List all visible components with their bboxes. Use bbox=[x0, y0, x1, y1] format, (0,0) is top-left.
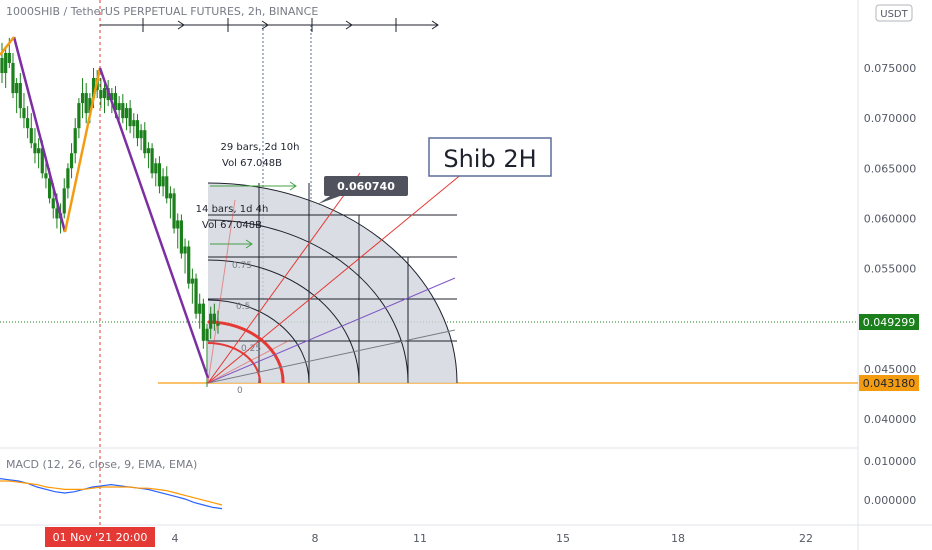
candle[interactable] bbox=[77, 98, 81, 139]
plot-area[interactable] bbox=[0, 0, 858, 525]
time-tick-label: 22 bbox=[799, 532, 813, 545]
candle[interactable] bbox=[172, 188, 176, 234]
chart-note-text: Shib 2H bbox=[443, 145, 536, 173]
candle[interactable] bbox=[165, 166, 169, 204]
candle[interactable] bbox=[194, 273, 198, 319]
last-price-value: 0.049299 bbox=[863, 316, 916, 329]
fib-level-025: 0.25 bbox=[241, 344, 261, 354]
fib-level-05: 0.5 bbox=[236, 302, 250, 312]
candle[interactable] bbox=[168, 186, 173, 219]
macd-tick-label: 0.010000 bbox=[864, 455, 917, 468]
price-tick-label: 0.070000 bbox=[864, 112, 917, 125]
price-tick-label: 0.065000 bbox=[864, 162, 917, 175]
candle[interactable] bbox=[190, 268, 194, 304]
candle[interactable] bbox=[201, 298, 205, 349]
macd-axis[interactable]: 0.010000 0.000000 bbox=[864, 455, 917, 507]
candles[interactable] bbox=[0, 37, 220, 387]
macd-line bbox=[0, 478, 223, 510]
support-price-badge[interactable]: 0.043180 bbox=[859, 375, 919, 391]
chart-note-box[interactable]: Shib 2H bbox=[428, 137, 552, 177]
date-cursor-badge[interactable]: 01 Nov '21 20:00 bbox=[45, 527, 155, 547]
candle[interactable] bbox=[117, 96, 121, 121]
candle[interactable] bbox=[29, 113, 33, 149]
time-axis[interactable]: 4 8 11 15 18 22 bbox=[172, 532, 814, 545]
support-price-value: 0.043180 bbox=[863, 377, 916, 390]
symbol-title: 1000SHIB / TetherUS PERPETUAL FUTURES, 2… bbox=[6, 5, 318, 18]
time-tick-label: 15 bbox=[556, 532, 570, 545]
candle[interactable] bbox=[150, 143, 154, 179]
candle[interactable] bbox=[37, 138, 41, 169]
candle[interactable] bbox=[26, 106, 30, 139]
candle[interactable] bbox=[62, 178, 66, 219]
price-tick-label: 0.040000 bbox=[864, 413, 917, 426]
time-tick-label: 8 bbox=[312, 532, 319, 545]
measure-long-vol: Vol 67.048B bbox=[222, 158, 282, 169]
candle[interactable] bbox=[18, 73, 22, 119]
last-price-badge[interactable]: 0.049299 bbox=[859, 314, 919, 330]
measure-arrows[interactable] bbox=[210, 181, 297, 249]
candle[interactable] bbox=[198, 293, 202, 329]
candle[interactable] bbox=[161, 168, 165, 197]
candle[interactable] bbox=[11, 52, 15, 99]
candle[interactable] bbox=[121, 94, 125, 124]
candle[interactable] bbox=[187, 240, 191, 289]
candle[interactable] bbox=[212, 303, 216, 331]
date-cursor-label: 01 Nov '21 20:00 bbox=[53, 531, 148, 544]
candle[interactable] bbox=[4, 47, 8, 89]
price-tick-label: 0.045000 bbox=[864, 363, 917, 376]
measure-short-bars: 14 bars, 1d 4h bbox=[196, 204, 269, 215]
candle[interactable] bbox=[183, 238, 187, 274]
target-price-value: 0.060740 bbox=[337, 180, 395, 193]
macd-title: MACD (12, 26, close, 9, EMA, EMA) bbox=[6, 458, 197, 471]
price-tick-label: 0.075000 bbox=[864, 62, 917, 75]
candle[interactable] bbox=[157, 156, 162, 194]
measure-short-vol: Vol 67.048B bbox=[202, 220, 262, 231]
candle[interactable] bbox=[66, 163, 70, 199]
fib-level-0: 0 bbox=[237, 386, 243, 396]
measure-long-bars: 29 bars, 2d 10h bbox=[220, 142, 299, 153]
candle[interactable] bbox=[80, 78, 85, 119]
candle[interactable] bbox=[209, 306, 213, 339]
time-tick-label: 18 bbox=[671, 532, 685, 545]
candle[interactable] bbox=[128, 100, 132, 134]
candle[interactable] bbox=[179, 214, 183, 259]
candle[interactable] bbox=[33, 128, 37, 164]
time-tick-label: 11 bbox=[413, 532, 427, 545]
candle[interactable] bbox=[216, 310, 220, 334]
target-price-label[interactable]: 0.060740 bbox=[318, 176, 408, 204]
candle[interactable] bbox=[15, 78, 19, 114]
candle[interactable] bbox=[154, 158, 158, 187]
elliott-wave-lines[interactable] bbox=[0, 36, 210, 379]
candle[interactable] bbox=[124, 103, 129, 131]
candle[interactable] bbox=[132, 113, 136, 139]
candle[interactable] bbox=[69, 143, 74, 179]
candle[interactable] bbox=[84, 83, 88, 124]
currency-badge-label: USDT bbox=[880, 9, 908, 20]
signal-line bbox=[0, 480, 223, 506]
candle[interactable] bbox=[139, 124, 143, 151]
macd-tick-label: 0.000000 bbox=[864, 494, 917, 507]
fib-speed-fan[interactable]: 0.75 0.5 0.25 0 bbox=[207, 172, 464, 396]
fib-level-075: 0.75 bbox=[232, 261, 252, 271]
price-tick-label: 0.060000 bbox=[864, 212, 917, 225]
candle[interactable] bbox=[102, 83, 107, 114]
bars-pattern-arrows[interactable] bbox=[100, 18, 439, 32]
candle[interactable] bbox=[135, 114, 140, 147]
time-tick-label: 4 bbox=[172, 532, 179, 545]
price-axis[interactable]: 0.075000 0.070000 0.065000 0.060000 0.055000… bbox=[864, 62, 917, 426]
candle[interactable] bbox=[176, 213, 180, 249]
candle[interactable] bbox=[99, 78, 103, 109]
candle[interactable] bbox=[73, 118, 77, 164]
candle[interactable] bbox=[0, 42, 4, 84]
candle[interactable] bbox=[22, 93, 26, 129]
price-tick-label: 0.055000 bbox=[864, 263, 917, 276]
currency-badge[interactable]: USDT bbox=[875, 4, 913, 22]
candle[interactable] bbox=[143, 122, 147, 159]
candle[interactable] bbox=[146, 142, 151, 169]
